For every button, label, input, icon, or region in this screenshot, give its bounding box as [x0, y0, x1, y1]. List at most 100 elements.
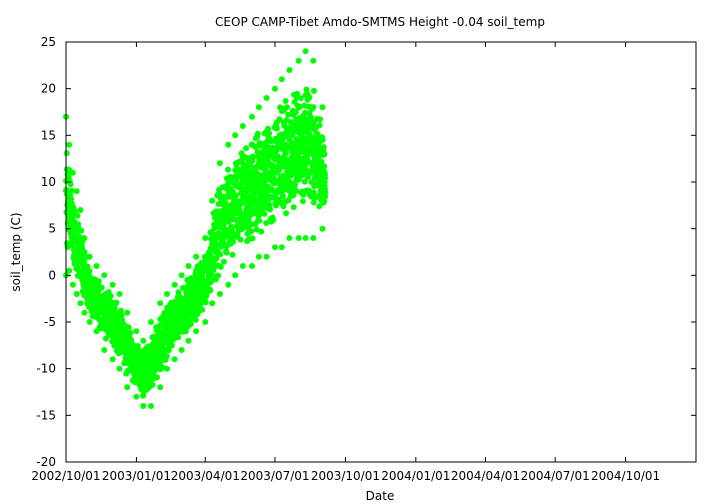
data-point: [319, 104, 326, 111]
data-point: [306, 94, 313, 101]
data-point: [213, 255, 220, 262]
data-point: [232, 132, 239, 139]
data-point: [93, 263, 100, 269]
data-point: [211, 225, 218, 232]
data-point: [240, 162, 247, 169]
data-point: [154, 374, 160, 381]
data-point: [163, 353, 170, 359]
data-point: [299, 198, 306, 205]
data-point: [268, 186, 275, 193]
data-point: [316, 203, 323, 210]
data-point: [255, 253, 262, 260]
data-point: [98, 284, 105, 291]
data-point: [239, 123, 246, 129]
data-point: [118, 307, 124, 314]
data-point: [284, 104, 290, 111]
data-point: [301, 178, 308, 185]
data-point: [95, 278, 102, 285]
data-point: [217, 251, 224, 258]
data-point: [119, 317, 126, 323]
data-point: [77, 300, 84, 307]
chart-title: CEOP CAMP-Tibet Amdo-SMTMS Height -0.04 …: [215, 15, 545, 29]
y-tick-label: 0: [48, 268, 56, 282]
data-point: [192, 316, 199, 323]
data-point: [101, 272, 108, 279]
x-tick-label: 2004/04/01: [451, 469, 520, 483]
data-point: [209, 300, 216, 307]
data-point: [125, 324, 132, 331]
data-point: [236, 206, 243, 213]
data-point: [256, 217, 263, 224]
x-tick-label: 2003/01/01: [102, 469, 171, 483]
data-point: [280, 193, 286, 200]
data-point: [321, 163, 328, 170]
x-axis-label: Date: [366, 489, 395, 503]
data-point: [223, 249, 230, 256]
data-point: [67, 181, 74, 188]
data-point: [225, 166, 231, 173]
data-point: [322, 189, 329, 196]
data-point: [302, 48, 309, 55]
data-point: [232, 272, 239, 279]
data-point: [86, 253, 93, 260]
y-tick-label: -15: [36, 408, 56, 422]
x-tick-label: 2003/04/01: [171, 469, 240, 483]
data-point: [292, 109, 299, 116]
data-point: [286, 235, 293, 241]
data-point: [254, 130, 261, 137]
data-point: [290, 192, 297, 199]
data-point: [319, 137, 326, 143]
data-point: [118, 312, 125, 319]
data-point: [180, 284, 186, 291]
data-point: [283, 210, 290, 217]
y-tick-label: -20: [36, 455, 56, 469]
x-axis: 2002/10/01 2003/01/01 2003/04/01 2003/07/01…: [31, 42, 660, 483]
data-point: [276, 116, 283, 123]
data-point: [220, 258, 227, 265]
data-point: [113, 299, 120, 306]
data-point: [272, 85, 278, 92]
data-point: [282, 150, 289, 157]
data-point: [216, 291, 223, 297]
data-point: [78, 227, 85, 234]
data-point: [178, 272, 185, 279]
data-point: [185, 337, 192, 344]
data-point: [243, 145, 249, 152]
data-point: [140, 337, 147, 344]
data-point: [86, 319, 93, 325]
data-point: [278, 244, 285, 251]
data-point: [293, 172, 299, 179]
data-point: [207, 287, 214, 294]
data-point: [319, 225, 326, 232]
data-point: [232, 192, 239, 199]
y-tick-label: 15: [41, 128, 56, 142]
data-point: [237, 236, 244, 243]
data-point: [69, 281, 76, 288]
data-point: [217, 263, 224, 270]
data-point: [261, 210, 268, 217]
data-point: [175, 334, 182, 341]
data-point: [81, 235, 88, 241]
data-point: [286, 67, 293, 73]
data-point: [109, 281, 116, 288]
data-point: [202, 319, 209, 325]
data-point: [199, 306, 206, 313]
data-point: [321, 198, 328, 205]
data-point: [248, 228, 255, 235]
data-point: [75, 221, 82, 228]
data-point: [297, 95, 304, 102]
data-point: [77, 207, 84, 213]
x-tick-label: 2003/07/01: [240, 469, 309, 483]
data-point: [250, 153, 257, 160]
data-point: [148, 403, 154, 409]
data-point: [265, 125, 271, 132]
data-point: [263, 220, 270, 226]
data-point: [86, 268, 93, 275]
data-point: [81, 309, 88, 316]
data-point: [304, 174, 311, 181]
data-point: [302, 109, 309, 116]
data-point: [66, 141, 73, 148]
data-point: [124, 384, 131, 391]
data-point: [229, 251, 236, 258]
